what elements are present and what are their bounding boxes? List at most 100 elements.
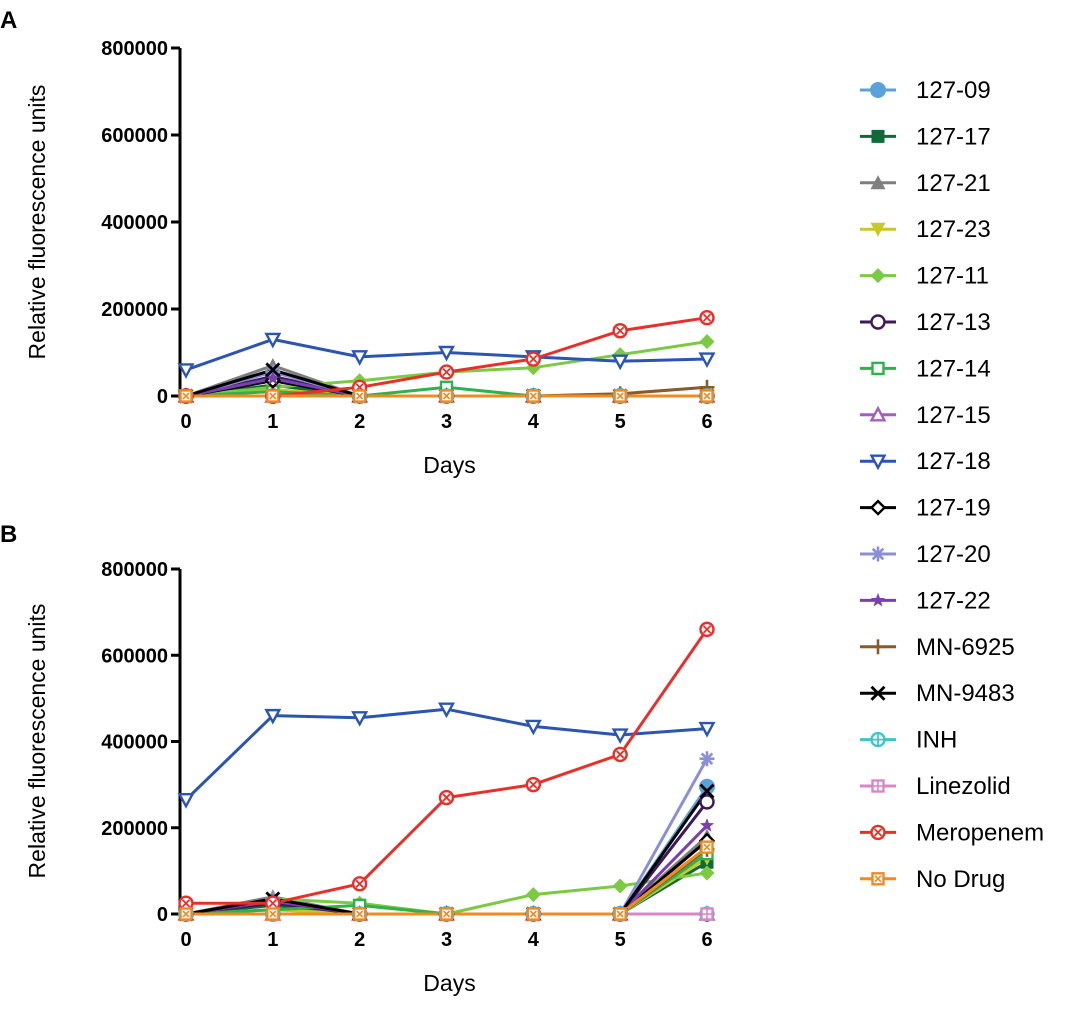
data-point-meropenem <box>438 364 455 380</box>
legend-marker-127-14 <box>871 361 885 376</box>
legend-item-127-09: 127-09 <box>860 77 991 104</box>
panel-b: B 0 200000 400000 600000 800000 0 1 2 3 4 5 6 Days Rel… <box>0 521 716 996</box>
legend-marker-127-19 <box>869 499 887 516</box>
legend-marker-127-09 <box>870 82 886 98</box>
legend-marker-linezolid <box>871 779 885 793</box>
legend-marker-127-20 <box>870 546 886 562</box>
legend-marker-meropenem <box>870 824 886 841</box>
legend-item-127-15: 127-15 <box>860 402 991 429</box>
x-tick-label: 6 <box>701 411 712 433</box>
legend-marker-mn-6925 <box>870 639 886 655</box>
data-point-127-18 <box>437 702 456 719</box>
x-axis-label: Days <box>423 452 475 478</box>
legend-item-127-13: 127-13 <box>860 309 991 336</box>
y-tick-label: 200000 <box>101 818 168 840</box>
legend-label: 127-17 <box>916 123 991 150</box>
data-point-127-11 <box>612 878 628 894</box>
data-point-127-18 <box>611 354 629 371</box>
legend-marker-no-drug <box>871 872 885 886</box>
y-axis-label: Relative fluorescence units <box>24 604 50 879</box>
data-point-127-18 <box>611 728 629 745</box>
data-point-no-drug <box>352 389 367 403</box>
legend-marker-127-11 <box>870 268 886 284</box>
legend-label: MN-9483 <box>916 680 1015 707</box>
legend-marker-127-18 <box>869 454 887 471</box>
data-point-no-drug <box>266 389 280 403</box>
legend-label: MN-6925 <box>916 634 1015 661</box>
x-tick-label: 3 <box>441 411 452 433</box>
legend-label: 127-23 <box>916 216 991 243</box>
series-line-127-09 <box>186 785 709 916</box>
x-tick-label: 2 <box>354 929 365 951</box>
data-point-no-drug <box>439 389 454 403</box>
legend-marker-127-21 <box>870 175 886 190</box>
x-tick-label: 0 <box>180 929 191 951</box>
x-tick-label: 0 <box>180 411 191 433</box>
data-point-meropenem <box>351 876 368 892</box>
legend-label: 127-22 <box>916 587 991 614</box>
data-point-127-22 <box>699 818 715 832</box>
data-point-127-18 <box>264 708 282 725</box>
y-tick-label: 200000 <box>101 299 168 321</box>
data-point-meropenem <box>612 746 628 763</box>
data-point-meropenem <box>438 789 455 806</box>
x-tick-label: 1 <box>267 929 278 951</box>
legend-marker-127-22 <box>870 592 886 607</box>
y-tick-label: 400000 <box>101 212 168 234</box>
data-point-127-18 <box>177 793 195 809</box>
data-point-linezolid <box>700 907 714 921</box>
data-point-127-11 <box>699 865 715 881</box>
legend-item-127-18: 127-18 <box>860 448 991 475</box>
legend-label: Linezolid <box>916 773 1011 800</box>
data-point-no-drug <box>266 907 280 921</box>
legend-label: 127-13 <box>916 309 991 336</box>
legend-item-127-20: 127-20 <box>860 541 991 568</box>
data-point-127-18 <box>524 719 542 736</box>
legend-item-127-17: 127-17 <box>860 123 991 150</box>
panel-b-letter: B <box>0 521 17 548</box>
x-tick-label: 2 <box>354 411 365 433</box>
legend: 127-09 127-17 127-21 127-23 127-11 127-13 127-… <box>860 77 1044 893</box>
legend-item-127-19: 127-19 <box>860 495 991 522</box>
data-point-no-drug <box>526 389 541 403</box>
data-point-127-20 <box>699 751 715 767</box>
legend-item-inh: INH <box>860 727 957 754</box>
data-point-mn-9483 <box>699 783 715 799</box>
legend-label: Meropenem <box>916 819 1044 846</box>
data-point-no-drug <box>352 907 367 921</box>
y-tick-label: 800000 <box>101 38 168 60</box>
legend-item-meropenem: Meropenem <box>860 819 1044 846</box>
y-tick-label: 400000 <box>101 732 168 754</box>
x-tick-label: 4 <box>528 929 540 951</box>
data-point-127-18 <box>177 363 195 379</box>
data-point-meropenem <box>525 351 542 367</box>
data-point-no-drug <box>179 389 193 403</box>
data-point-mn-9483 <box>265 362 281 378</box>
data-point-no-drug <box>613 389 627 403</box>
data-point-127-22 <box>265 371 280 385</box>
data-point-meropenem <box>699 621 715 638</box>
x-tick-label: 5 <box>615 929 626 951</box>
legend-item-127-23: 127-23 <box>860 216 991 243</box>
x-tick-label: 4 <box>528 411 540 433</box>
legend-item-127-11: 127-11 <box>860 263 989 290</box>
data-point-no-drug <box>179 907 193 921</box>
y-tick-label: 600000 <box>101 645 168 667</box>
data-point-127-11 <box>525 887 541 903</box>
legend-item-no-drug: No Drug <box>860 866 1005 893</box>
y-tick-label: 600000 <box>101 125 168 147</box>
data-point-no-drug <box>526 907 541 921</box>
data-point-no-drug <box>613 907 627 921</box>
x-tick-label: 1 <box>267 411 278 433</box>
series-line-127-20 <box>185 758 709 916</box>
legend-label: 127-09 <box>916 77 991 104</box>
legend-marker-127-13 <box>870 314 886 330</box>
data-point-no-drug <box>700 840 714 854</box>
legend-label: 127-11 <box>916 263 989 290</box>
legend-item-127-22: 127-22 <box>860 587 991 614</box>
legend-label: 127-20 <box>916 541 991 568</box>
series-line-meropenem <box>186 628 709 905</box>
legend-marker-127-15 <box>869 405 887 422</box>
data-point-127-18 <box>698 721 716 738</box>
y-tick-label: 0 <box>157 904 168 926</box>
